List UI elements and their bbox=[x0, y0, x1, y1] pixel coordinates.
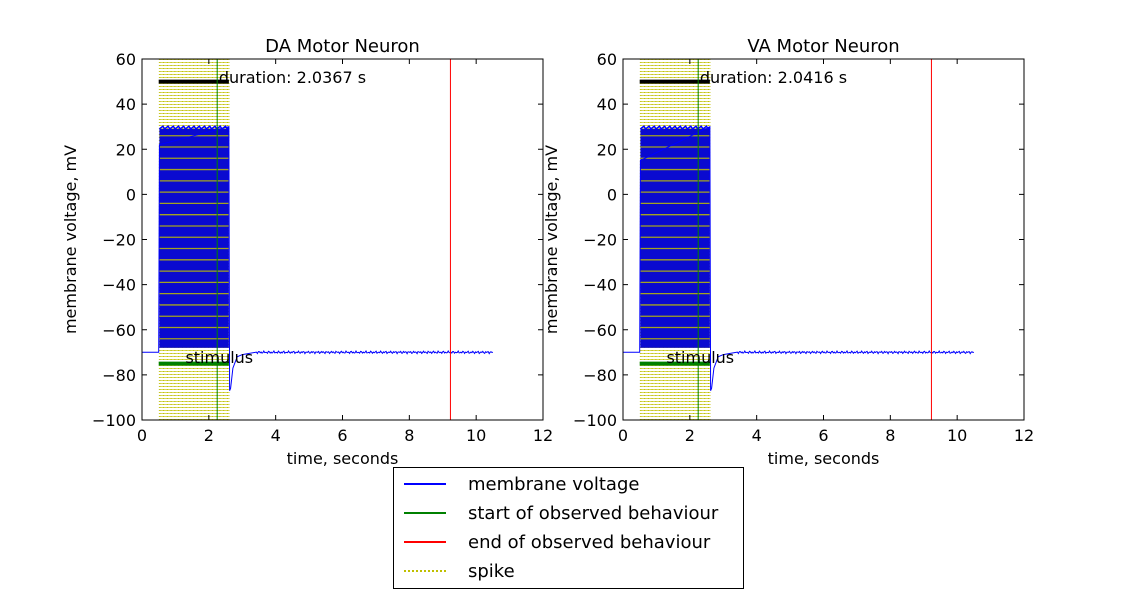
x-axis-label: time, seconds bbox=[768, 449, 880, 468]
plot-area bbox=[623, 59, 975, 420]
y-tick-label: 60 bbox=[116, 50, 136, 69]
voltage-burst-top bbox=[158, 125, 230, 130]
chart-panel-2: duration: 2.0416 s stimulus 0 2 4 6 8 10 12 60 40 2… bbox=[542, 36, 1034, 468]
x-tick-label: 6 bbox=[337, 426, 347, 445]
x-tick-label: 2 bbox=[204, 426, 214, 445]
y-tick-label: −40 bbox=[102, 276, 136, 295]
membrane-voltage-line bbox=[142, 126, 494, 391]
stimulus-annotation: stimulus bbox=[185, 348, 253, 367]
y-tick-label: 40 bbox=[597, 95, 617, 114]
legend: membrane voltage start of observed behav… bbox=[393, 467, 744, 589]
y-axis-label: membrane voltage, mV bbox=[61, 145, 80, 334]
y-tick-label: −80 bbox=[583, 366, 617, 385]
x-tick-label: 4 bbox=[752, 426, 762, 445]
x-tick-label: 12 bbox=[533, 426, 553, 445]
y-tick-label: 20 bbox=[597, 140, 617, 159]
y-tick-label: −100 bbox=[573, 411, 617, 430]
x-tick-label: 10 bbox=[947, 426, 967, 445]
membrane-voltage-line bbox=[623, 125, 975, 391]
legend-label: end of observed behaviour bbox=[468, 531, 711, 553]
x-tick-label: 8 bbox=[404, 426, 414, 445]
x-axis-label: time, seconds bbox=[287, 449, 399, 468]
legend-item-end-of-observed-behaviour: end of observed behaviour bbox=[404, 528, 710, 556]
x-tick-label: 12 bbox=[1014, 426, 1034, 445]
stimulus-annotation: stimulus bbox=[666, 348, 734, 367]
y-tick-label: −60 bbox=[102, 321, 136, 340]
x-tick-label: 8 bbox=[885, 426, 895, 445]
voltage-burst bbox=[159, 128, 229, 348]
y-tick-label: −60 bbox=[583, 321, 617, 340]
x-tick-label: 0 bbox=[137, 426, 147, 445]
legend-item-spike: spike bbox=[404, 557, 515, 585]
y-tick-label: −80 bbox=[102, 366, 136, 385]
y-tick-label: 0 bbox=[607, 185, 617, 204]
y-tick-label: −100 bbox=[92, 411, 136, 430]
duration-annotation: duration: 2.0367 s bbox=[219, 68, 366, 87]
legend-swatch-spike bbox=[404, 570, 446, 572]
x-tick-label: 2 bbox=[685, 426, 695, 445]
legend-label: spike bbox=[468, 560, 515, 582]
plot-area bbox=[142, 59, 494, 420]
y-tick-label: −20 bbox=[102, 231, 136, 250]
voltage-burst-top bbox=[639, 125, 711, 130]
x-tick-label: 6 bbox=[818, 426, 828, 445]
legend-item-membrane-voltage: membrane voltage bbox=[404, 470, 639, 498]
x-tick-label: 10 bbox=[466, 426, 486, 445]
legend-label: membrane voltage bbox=[468, 473, 640, 495]
chart-panel-1: duration: 2.0367 s stimulus 0 2 4 6 8 10 12 60 40 2… bbox=[61, 36, 553, 468]
y-tick-label: 40 bbox=[116, 95, 136, 114]
legend-label: start of observed behaviour bbox=[468, 502, 719, 524]
chart-title: DA Motor Neuron bbox=[265, 36, 420, 57]
legend-swatch-membrane-voltage bbox=[404, 483, 446, 485]
x-tick-label: 4 bbox=[271, 426, 281, 445]
x-tick-label: 0 bbox=[618, 426, 628, 445]
legend-swatch-start bbox=[404, 512, 446, 514]
y-axis-label: membrane voltage, mV bbox=[542, 145, 561, 334]
y-tick-label: −20 bbox=[583, 231, 617, 250]
duration-annotation: duration: 2.0416 s bbox=[700, 68, 847, 87]
y-tick-label: 20 bbox=[116, 140, 136, 159]
y-tick-label: 0 bbox=[126, 185, 136, 204]
legend-swatch-end bbox=[404, 541, 446, 543]
voltage-burst bbox=[640, 128, 710, 348]
legend-item-start-of-observed-behaviour: start of observed behaviour bbox=[404, 499, 718, 527]
y-tick-label: 60 bbox=[597, 50, 617, 69]
y-tick-label: −40 bbox=[583, 276, 617, 295]
chart-title: VA Motor Neuron bbox=[747, 36, 899, 57]
